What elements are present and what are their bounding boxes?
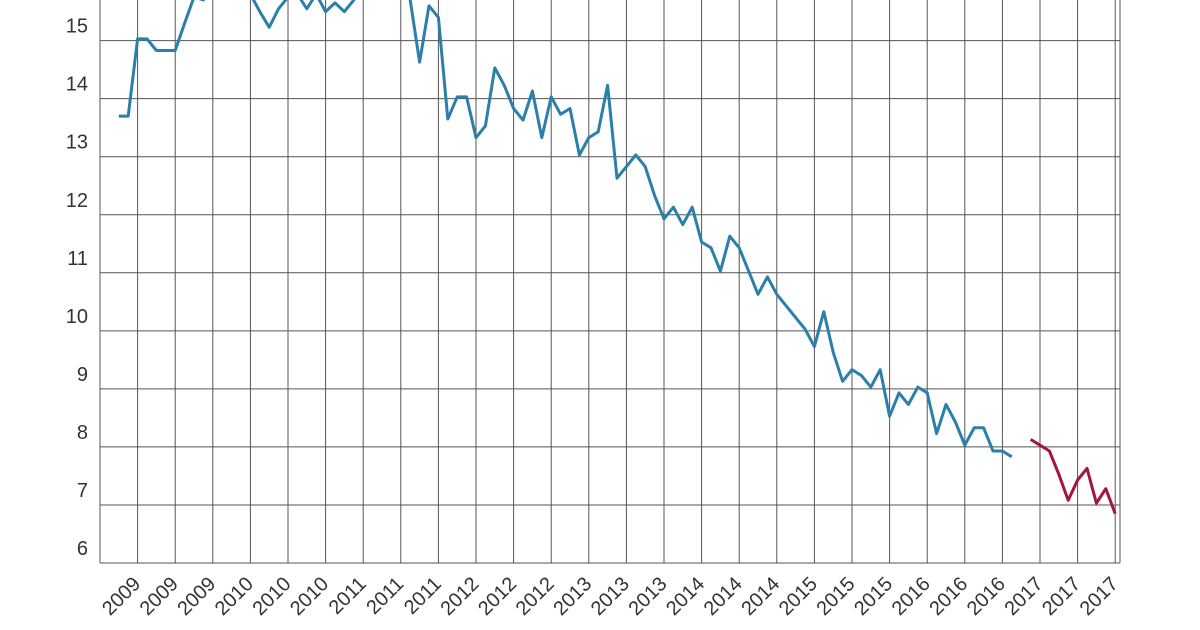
y-tick-label: 14 (66, 74, 88, 96)
x-tick-label: 2015 (850, 573, 897, 620)
x-tick-label: 2009 (173, 573, 220, 620)
y-tick-label: 15 (66, 16, 88, 38)
x-tick-label: 2010 (249, 573, 296, 620)
y-tick-label: 7 (77, 480, 88, 502)
data-line (1029, 438, 1117, 515)
labels: 6789101112131415200920092009201020102010… (66, 16, 1123, 620)
x-tick-label: 2017 (1076, 573, 1123, 620)
x-tick-label: 2017 (1038, 573, 1085, 620)
x-tick-label: 2014 (737, 573, 784, 620)
y-tick-label: 10 (66, 306, 88, 328)
x-tick-label: 2016 (888, 573, 935, 620)
x-tick-label: 2012 (437, 573, 484, 620)
x-tick-label: 2010 (211, 573, 258, 620)
x-tick-label: 2011 (325, 573, 371, 619)
data-line (118, 0, 1013, 459)
y-tick-label: 12 (66, 190, 88, 212)
y-tick-label: 13 (66, 132, 88, 154)
x-tick-label: 2014 (662, 573, 709, 620)
x-tick-label: 2010 (286, 573, 333, 620)
y-tick-label: 6 (77, 538, 88, 560)
x-tick-label: 2015 (813, 573, 860, 620)
x-tick-label: 2013 (625, 573, 672, 620)
x-tick-label: 2014 (700, 573, 747, 620)
x-tick-label: 2016 (963, 573, 1010, 620)
x-tick-label: 2009 (136, 573, 183, 620)
x-tick-label: 2013 (587, 573, 634, 620)
x-tick-label: 2016 (925, 573, 972, 620)
x-tick-label: 2015 (775, 573, 822, 620)
x-tick-label: 2012 (474, 573, 521, 620)
x-tick-label: 2009 (98, 573, 145, 620)
x-tick-label: 2017 (1001, 573, 1048, 620)
x-tick-label: 2012 (512, 573, 559, 620)
y-tick-label: 11 (67, 248, 88, 270)
y-tick-label: 9 (77, 364, 88, 386)
grid (100, 0, 1120, 564)
x-tick-label: 2013 (549, 573, 596, 620)
plot-area (118, 0, 1117, 515)
y-tick-label: 8 (77, 422, 88, 444)
x-tick-label: 2011 (400, 573, 446, 619)
x-tick-label: 2011 (362, 573, 408, 619)
